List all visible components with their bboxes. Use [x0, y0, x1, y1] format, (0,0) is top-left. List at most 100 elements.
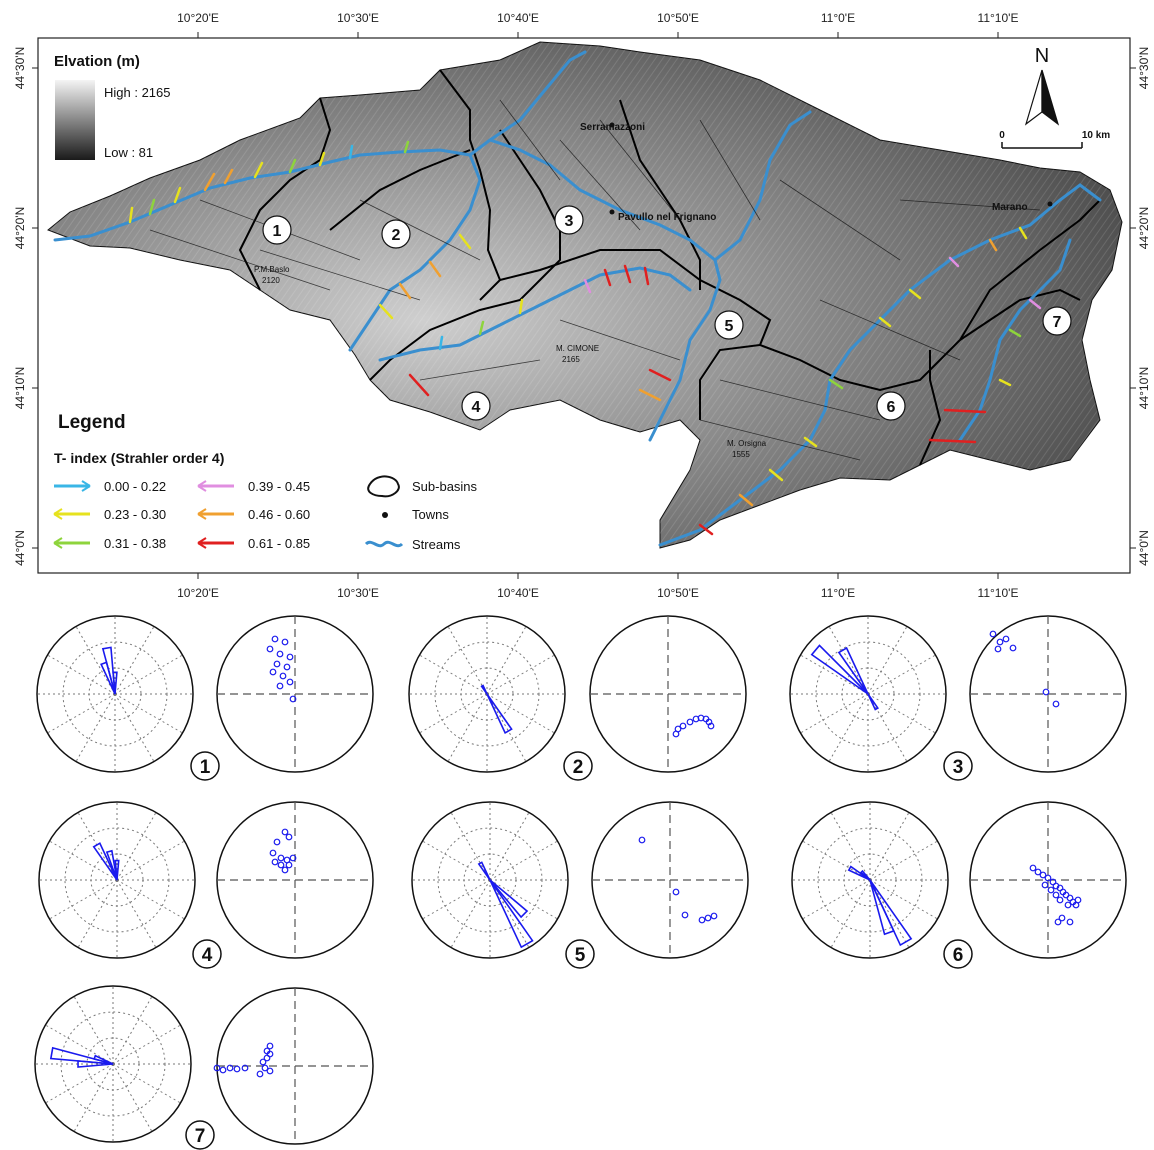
rose-grid-spoke [867, 654, 936, 695]
rose-grid-spoke [49, 840, 118, 881]
rose-grid-spoke [77, 879, 118, 948]
direction-scatter-plot [213, 987, 374, 1145]
scatter-point [269, 849, 277, 857]
rose-grid-spoke [422, 840, 491, 881]
scatter-point [266, 1042, 274, 1050]
elevation-legend: Elvation (m) High : 2165 Low : 81 [54, 53, 171, 160]
basin-label-5: 5 [714, 310, 744, 340]
rose-grid-spoke [45, 1024, 114, 1065]
rose-grid-spoke [486, 654, 555, 695]
rose-petal [105, 849, 118, 881]
rose-grid-spoke [486, 693, 527, 762]
rose-petal [486, 693, 513, 735]
peak-label: M. CIMONE [556, 344, 599, 353]
svg-text:0.46 - 0.60: 0.46 - 0.60 [248, 507, 310, 522]
scatter-point [276, 682, 284, 690]
svg-text:0.31 - 0.38: 0.31 - 0.38 [104, 536, 166, 551]
panel-number-label: 5 [575, 945, 586, 966]
map-legend: Legend T- index (Strahler order 4) 0.00 … [53, 412, 478, 552]
legend-subtitle: T- index (Strahler order 4) [54, 450, 224, 466]
lon-label-top: 10°30'E [337, 11, 379, 25]
rose-grid-spoke [116, 879, 157, 948]
scatter-point [279, 672, 287, 680]
scatter-point [674, 725, 682, 733]
scatter-point [281, 828, 289, 836]
town-labels: Serramazzoni Pavullo nel Frignano Marano [580, 122, 1053, 223]
elevation-ramp [55, 80, 95, 160]
rose-grid-spoke [869, 879, 910, 948]
rose-grid-spoke [112, 996, 153, 1065]
rose-diagram [34, 985, 192, 1143]
lon-label-top: 10°50'E [657, 11, 699, 25]
direction-scatter-plot [216, 615, 374, 773]
rose-grid-spoke [47, 654, 116, 695]
basin-label-6: 6 [876, 391, 906, 421]
rose-grid-spoke [77, 812, 118, 881]
panels-layer: 1 2 3 4 5 6 7 [34, 615, 1127, 1150]
lon-label-bottom: 10°20'E [177, 586, 219, 600]
town-dot-icon [382, 512, 388, 518]
legend-class-5: 0.61 - 0.85 [197, 536, 310, 551]
rose-grid-spoke [73, 996, 114, 1065]
elevation-title: Elvation (m) [54, 53, 140, 70]
rose-grid-spoke [800, 693, 869, 734]
peak-elevation: 2165 [562, 355, 580, 364]
t-index-arrows [128, 140, 1042, 536]
orientation-panel-4: 4 [38, 801, 374, 969]
direction-scatter-plot [589, 615, 747, 773]
town-dot-icon [609, 122, 615, 128]
rose-grid-spoke [489, 879, 530, 948]
rose-petal [847, 865, 871, 881]
legend-towns: Towns [382, 507, 449, 522]
scatter-point [707, 722, 715, 730]
scatter-point [283, 663, 291, 671]
scatter-point [1052, 891, 1060, 899]
coordinate-ticks [32, 32, 1136, 579]
rose-grid-spoke [486, 626, 527, 695]
legend-class-3: 0.39 - 0.45 [197, 479, 310, 494]
lat-label-right: 44°30'N [1137, 47, 1151, 89]
panel-number-label: 7 [195, 1126, 206, 1147]
town-dot-icon [1047, 201, 1053, 207]
rose-diagram [36, 615, 194, 773]
rose-grid-spoke [75, 626, 116, 695]
scale-start-label: 0 [999, 130, 1005, 141]
svg-text:3: 3 [565, 213, 574, 230]
lon-label-top: 10°20'E [177, 11, 219, 25]
rose-grid-spoke [75, 693, 116, 762]
panel-number-label: 1 [200, 757, 211, 778]
scatter-point [271, 858, 279, 866]
basin-label-7: 7 [1042, 306, 1072, 336]
scatter-point [281, 638, 289, 646]
rose-petal [489, 879, 529, 919]
scatter-point [276, 650, 284, 658]
lon-label-top: 11°0'E [821, 11, 855, 25]
orientation-panel-1: 1 [36, 615, 374, 781]
direction-scatter-plot [591, 801, 749, 959]
scatter-point [1074, 896, 1082, 904]
panel-number-label: 2 [573, 757, 584, 778]
rose-grid-spoke [112, 1063, 181, 1104]
town-label-serramazzoni: Serramazzoni [580, 122, 645, 133]
rose-diagram [411, 801, 569, 959]
lat-label-left: 44°20'N [13, 207, 27, 249]
scatter-point [1034, 868, 1042, 876]
scatter-point [289, 854, 297, 862]
scale-end-label: 10 km [1082, 130, 1110, 141]
rose-petal [869, 879, 895, 936]
town-label-pavullo: Pavullo nel Frignano [618, 212, 716, 223]
panel-number-circle [185, 1120, 215, 1150]
scatter-point [241, 1064, 249, 1072]
scatter-point [261, 1064, 269, 1072]
rose-grid-spoke [422, 879, 491, 920]
peak-label: M. Orsigna [727, 439, 767, 448]
rose-petal [100, 661, 116, 695]
lon-label-bottom: 10°30'E [337, 586, 379, 600]
peak-labels: P.M.Baslo 2120 M. CIMONE 2165 M. Orsigna… [254, 265, 767, 459]
scatter-point [213, 1064, 221, 1072]
rose-petal [77, 1060, 114, 1068]
scatter-point [256, 1070, 264, 1078]
lat-label-right: 44°10'N [1137, 367, 1151, 409]
scatter-point [686, 718, 694, 726]
